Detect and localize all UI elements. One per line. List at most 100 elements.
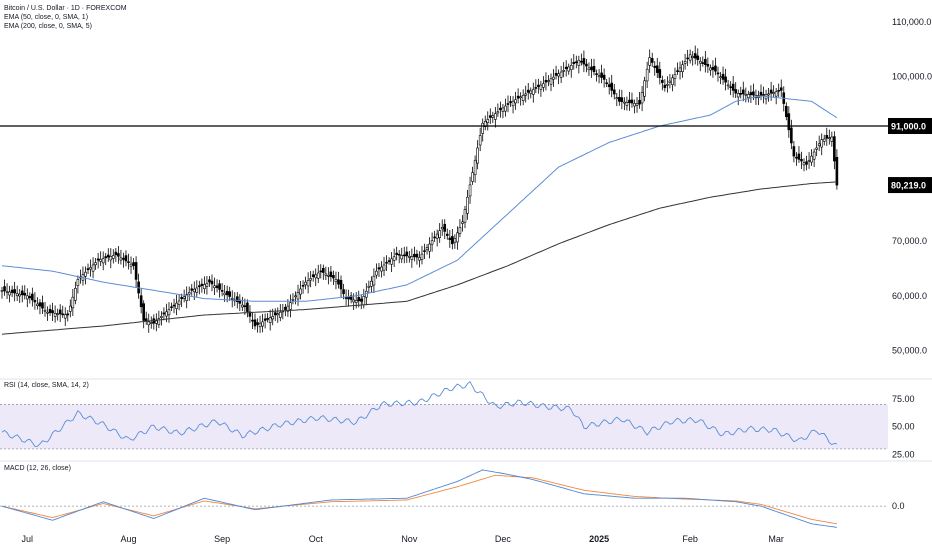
candle-body — [276, 313, 280, 316]
candle-body — [223, 292, 226, 296]
legend-title: Bitcoin / U.S. Dollar · 1D · FOREXCOM — [4, 5, 127, 12]
candle-body — [375, 270, 378, 276]
candle-body — [542, 83, 545, 88]
legend-ema200: EMA (200, close, 0, SMA, 5) — [4, 23, 92, 30]
candle-body — [506, 103, 510, 105]
candle-body — [623, 101, 626, 104]
candle-body — [408, 255, 411, 258]
candle-body — [433, 236, 436, 239]
candle-body — [645, 68, 649, 82]
candle-body — [691, 56, 694, 58]
candle-body — [779, 87, 783, 91]
candle-body — [815, 147, 818, 150]
candle-body — [835, 156, 839, 186]
candle-body — [319, 270, 323, 273]
candle-body — [31, 293, 34, 301]
candle-body — [521, 95, 525, 101]
candle-body — [704, 58, 707, 65]
candle-body — [251, 319, 254, 322]
time-tick-label: Dec — [495, 534, 512, 544]
candle-body — [218, 283, 221, 290]
time-tick-label: Oct — [309, 534, 324, 544]
candle-body — [177, 300, 181, 305]
candle-body — [299, 288, 302, 295]
candle-body — [332, 275, 335, 279]
candle-body — [367, 285, 371, 288]
time-tick-label: 2025 — [589, 534, 609, 544]
candle-body — [139, 295, 143, 308]
candle-body — [686, 57, 689, 60]
candle-body — [347, 296, 350, 300]
candle-body — [567, 66, 571, 72]
candle-body — [400, 255, 404, 260]
candle-body — [61, 313, 65, 316]
candle-body — [453, 238, 457, 243]
candle-body — [468, 184, 472, 197]
candle-body — [48, 308, 52, 313]
candle-body — [762, 94, 765, 96]
candle-body — [612, 89, 616, 95]
candle-body — [20, 290, 24, 296]
candle-body — [499, 107, 502, 111]
candle-body — [334, 279, 338, 283]
candle-body — [124, 255, 128, 262]
candle-body — [519, 96, 522, 99]
candle-body — [655, 65, 659, 73]
candle-body — [661, 79, 664, 83]
candle-body — [539, 84, 543, 90]
candle-body — [423, 250, 426, 252]
candle-body — [387, 260, 391, 262]
candle-body — [658, 69, 662, 78]
candle-body — [147, 321, 151, 326]
candle-body — [132, 262, 135, 266]
candle-body — [0, 290, 4, 292]
candle-body — [261, 321, 264, 327]
candle-body — [413, 253, 416, 258]
rsi-line — [1, 381, 837, 447]
candle-body — [349, 295, 353, 300]
candle-body — [461, 221, 464, 224]
candle-body — [812, 151, 816, 160]
candle-body — [792, 146, 796, 157]
candle-body — [314, 274, 318, 279]
candle-body — [205, 283, 209, 287]
candle-body — [688, 54, 692, 61]
candle-body — [650, 58, 654, 63]
candle-body — [271, 316, 275, 320]
candle-body — [33, 300, 37, 303]
rsi-band — [0, 404, 888, 449]
candle-body — [797, 153, 801, 160]
candle-body — [56, 313, 59, 315]
candle-body — [380, 266, 383, 272]
candle-body — [547, 80, 550, 82]
candle-body — [802, 162, 806, 166]
candle-body — [89, 267, 92, 270]
candle-body — [440, 227, 444, 230]
candle-body — [253, 319, 257, 327]
candle-body — [709, 67, 712, 71]
candle-body — [69, 305, 72, 312]
rsi-tick-label: 25.00 — [892, 449, 915, 459]
candle-body — [471, 172, 474, 182]
candle-body — [774, 91, 778, 97]
candle-body — [38, 302, 42, 307]
price-tick-label: 100,000.0 — [892, 72, 932, 82]
candle-body — [112, 255, 115, 259]
candle-body — [382, 264, 386, 271]
candle-body — [357, 296, 361, 302]
candle-body — [673, 74, 677, 79]
candle-body — [504, 105, 507, 112]
candle-body — [587, 67, 591, 71]
candle-body — [602, 74, 606, 80]
candle-body — [833, 136, 836, 162]
candle-body — [569, 65, 573, 70]
candle-body — [248, 311, 252, 317]
candle-body — [491, 115, 495, 118]
candle-body — [531, 89, 535, 95]
candle-body — [28, 296, 32, 299]
candle-body — [676, 70, 679, 72]
candle-body — [635, 103, 639, 106]
candle-body — [590, 66, 593, 71]
